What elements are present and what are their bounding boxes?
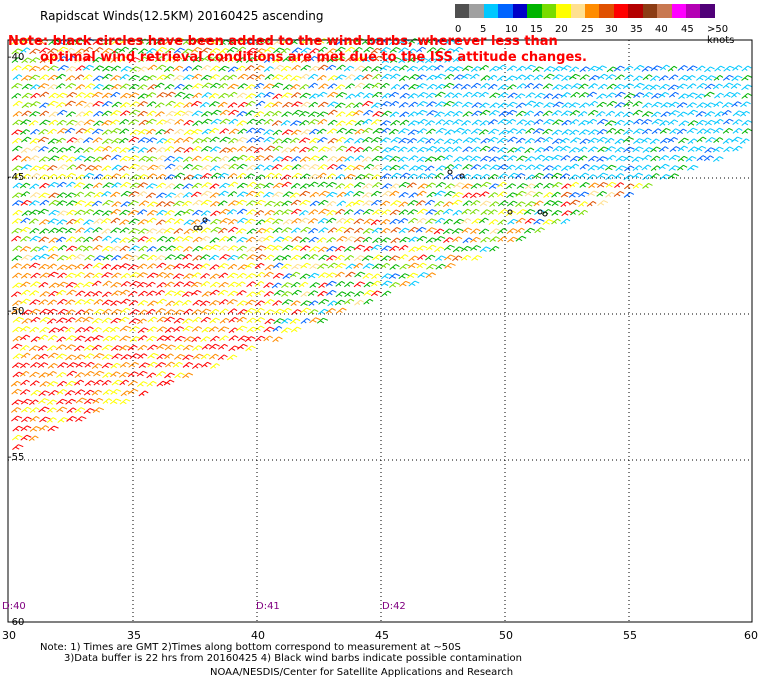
lon-label-35: 35 bbox=[127, 629, 141, 642]
legend-swatch bbox=[671, 4, 686, 18]
legend-swatch bbox=[642, 4, 658, 18]
legend-swatch bbox=[700, 4, 715, 18]
wind-speed-legend: 0 5 10 15 20 25 30 35 40 45 >50 knots bbox=[455, 4, 734, 46]
time-label-d42: D:42 bbox=[382, 601, 406, 612]
legend-swatch bbox=[570, 4, 585, 18]
map-title: Rapidscat Winds(12.5KM) 20160425 ascendi… bbox=[40, 9, 324, 23]
legend-swatch bbox=[584, 4, 600, 18]
legend-swatch bbox=[498, 4, 513, 18]
legend-label: 10 bbox=[505, 24, 518, 35]
legend-label: 35 bbox=[630, 24, 643, 35]
legend-swatch bbox=[657, 4, 672, 18]
time-label-d41: D:41 bbox=[256, 601, 280, 612]
legend-label: 5 bbox=[480, 24, 487, 35]
legend-label: 0 bbox=[455, 24, 462, 35]
time-label-d40: D:40 bbox=[2, 601, 26, 612]
lat-label-60: -60 bbox=[8, 617, 25, 628]
lat-label-50: -50 bbox=[8, 306, 25, 317]
legend-swatch bbox=[599, 4, 614, 18]
legend-swatch bbox=[628, 4, 643, 18]
lon-label-40: 40 bbox=[251, 629, 265, 642]
legend-label: 15 bbox=[530, 24, 543, 35]
legend-label: 40 bbox=[655, 24, 668, 35]
contamination-note-line2: optimal wind retrieval conditions are me… bbox=[40, 50, 587, 65]
wind-barbs bbox=[10, 37, 753, 451]
lon-label-60: 60 bbox=[744, 629, 758, 642]
lon-label-30: 30 bbox=[2, 629, 16, 642]
legend-label: 25 bbox=[581, 24, 594, 35]
legend-swatch bbox=[483, 4, 499, 18]
lon-label-45: 45 bbox=[375, 629, 389, 642]
footer-note-line2: 3)Data buffer is 22 hrs from 20160425 4)… bbox=[64, 653, 522, 664]
legend-swatch bbox=[556, 4, 571, 18]
lon-label-55: 55 bbox=[623, 629, 637, 642]
lat-label-40: -40 bbox=[8, 52, 25, 63]
legend-label: 45 bbox=[681, 24, 694, 35]
legend-swatch bbox=[512, 4, 528, 18]
map-frame bbox=[7, 39, 753, 623]
legend-swatch bbox=[527, 4, 542, 18]
legend-swatch bbox=[541, 4, 557, 18]
lat-label-55: -55 bbox=[8, 452, 25, 463]
legend-swatch bbox=[455, 4, 470, 18]
lon-label-50: 50 bbox=[499, 629, 513, 642]
lat-lon-grid bbox=[8, 40, 752, 622]
legend-label: 30 bbox=[605, 24, 618, 35]
lat-label-45: -45 bbox=[8, 172, 25, 183]
legend-swatch bbox=[469, 4, 484, 18]
contamination-note-line1: Note: black circles have been added to t… bbox=[8, 34, 558, 49]
legend-swatch bbox=[686, 4, 701, 18]
footer-credit: NOAA/NESDIS/Center for Satellite Applica… bbox=[210, 667, 514, 678]
legend-label: 20 bbox=[555, 24, 568, 35]
legend-color-bar bbox=[455, 4, 715, 18]
footer-note-line1: Note: 1) Times are GMT 2)Times along bot… bbox=[40, 642, 461, 653]
legend-swatch bbox=[613, 4, 629, 18]
